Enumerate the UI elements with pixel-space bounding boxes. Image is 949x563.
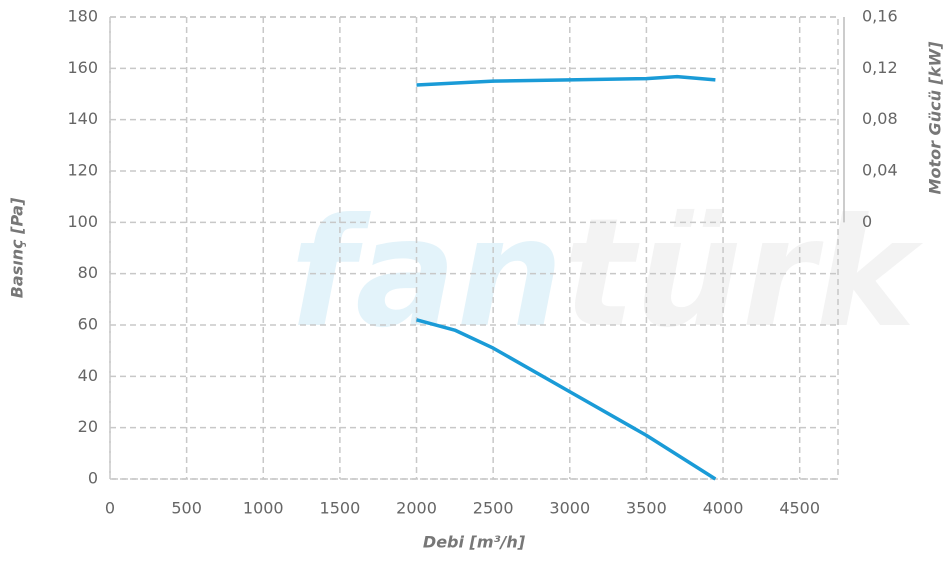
data-line xyxy=(416,74,716,87)
data-line xyxy=(416,318,717,481)
x-axis-label: Debi [m³/h] xyxy=(423,533,526,552)
y2-tick-label: 0,08 xyxy=(862,109,898,128)
y-axis-label: Basınç [Pa] xyxy=(8,197,27,298)
x-tick-label: 1500 xyxy=(320,499,361,518)
x-tick-label: 500 xyxy=(171,499,202,518)
y-tick-label: 180 xyxy=(67,7,98,26)
y2-tick-label: 0,12 xyxy=(862,58,898,77)
x-tick-label: 1000 xyxy=(243,499,284,518)
x-tick-label: 0 xyxy=(105,499,115,518)
y-tick-label: 0 xyxy=(88,469,98,488)
y2-axis-label: Motor Gücü [kW] xyxy=(926,41,945,195)
y-tick-label: 120 xyxy=(67,161,98,180)
y-tick-label: 20 xyxy=(78,417,98,436)
x-tick-label: 4500 xyxy=(779,499,820,518)
y2-tick-label: 0,04 xyxy=(862,161,898,180)
x-tick-label: 4000 xyxy=(703,499,744,518)
y-tick-label: 140 xyxy=(67,109,98,128)
x-tick-label: 2000 xyxy=(396,499,437,518)
y-tick-label: 60 xyxy=(78,315,98,334)
x-tick-label: 3500 xyxy=(626,499,667,518)
y-tick-label: 100 xyxy=(67,212,98,231)
y-tick-label: 160 xyxy=(67,58,98,77)
y-tick-label: 40 xyxy=(78,366,98,385)
x-tick-label: 2500 xyxy=(473,499,514,518)
y-tick-label: 80 xyxy=(78,263,98,282)
y2-tick-label: 0 xyxy=(862,212,872,231)
x-tick-label: 3000 xyxy=(549,499,590,518)
y2-tick-label: 0,16 xyxy=(862,7,898,26)
